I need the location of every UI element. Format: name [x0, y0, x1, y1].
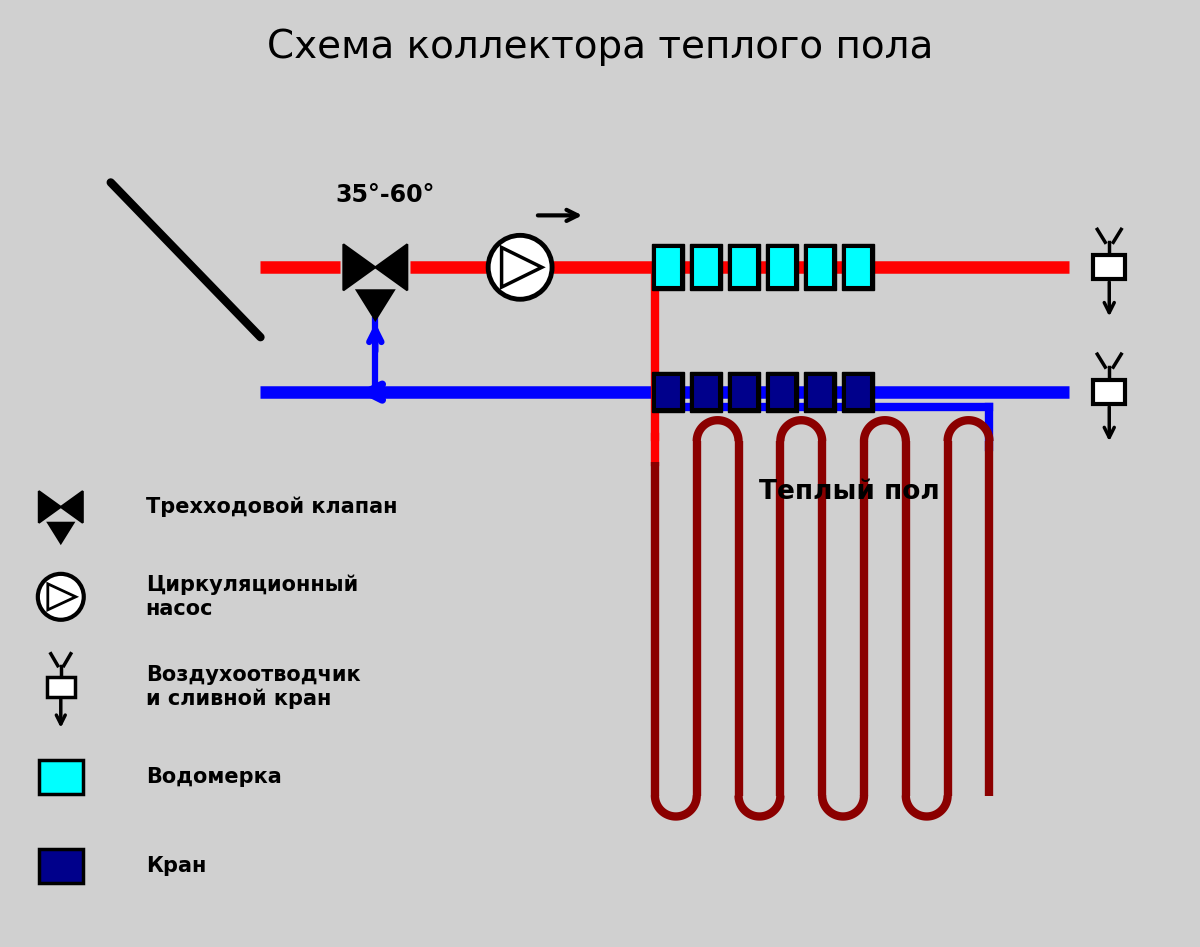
Circle shape [488, 236, 552, 299]
Bar [690, 244, 722, 291]
Bar [769, 375, 794, 409]
Bar [804, 244, 835, 291]
Text: Схема коллектора теплого пола: Схема коллектора теплого пола [266, 27, 934, 65]
Text: 35°-60°: 35°-60° [336, 184, 436, 207]
Bar [38, 849, 83, 884]
Polygon shape [61, 491, 83, 523]
Bar [1093, 380, 1126, 404]
Polygon shape [48, 523, 73, 544]
Circle shape [38, 574, 84, 619]
Text: Циркуляционный
насос: Циркуляционный насос [145, 575, 358, 618]
Bar [731, 247, 757, 287]
Bar [728, 244, 760, 291]
Bar [806, 247, 833, 287]
Polygon shape [38, 491, 61, 523]
Bar [766, 372, 798, 412]
Text: Трехходовой клапан: Трехходовой клапан [145, 496, 397, 517]
Bar [731, 375, 757, 409]
Bar [841, 372, 874, 412]
Text: Кран: Кран [145, 856, 206, 876]
Bar [845, 247, 871, 287]
Bar [766, 244, 798, 291]
Bar [652, 372, 684, 412]
Bar [845, 375, 871, 409]
Polygon shape [343, 244, 376, 291]
Bar [47, 677, 74, 697]
Bar [841, 244, 874, 291]
Text: Воздухоотводчик
и сливной кран: Воздухоотводчик и сливной кран [145, 665, 360, 708]
Bar [692, 375, 719, 409]
Bar [1093, 256, 1126, 279]
Bar [652, 244, 684, 291]
Bar [728, 372, 760, 412]
Polygon shape [356, 291, 394, 320]
Bar [690, 372, 722, 412]
Bar [692, 247, 719, 287]
Polygon shape [376, 244, 407, 291]
Bar [655, 375, 680, 409]
Text: Теплый пол: Теплый пол [760, 479, 940, 505]
Bar [38, 759, 83, 794]
Bar [769, 247, 794, 287]
Bar [804, 372, 835, 412]
Bar [806, 375, 833, 409]
Bar [655, 247, 680, 287]
Text: Водомерка: Водомерка [145, 766, 282, 787]
